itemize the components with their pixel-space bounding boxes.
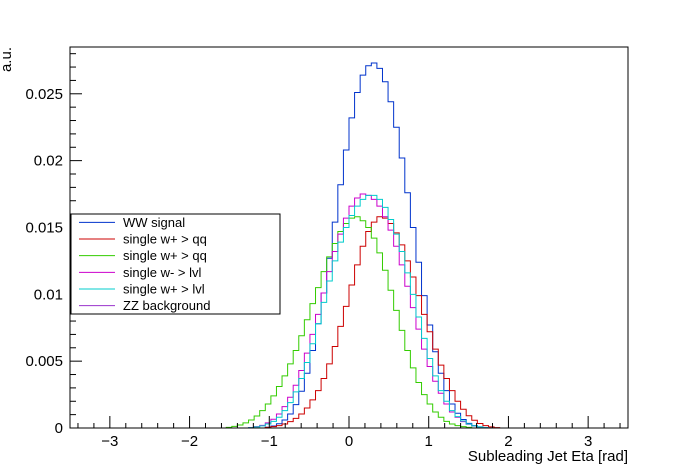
x-tick-label: −2 — [181, 433, 198, 450]
y-tick-label: 0.005 — [25, 353, 63, 370]
x-axis-title: Subleading Jet Eta [rad] — [468, 448, 628, 465]
y-tick-label: 0 — [55, 420, 63, 437]
series-line-1 — [70, 62, 628, 428]
legend-label: single w- > lvl — [123, 265, 201, 280]
legend-label: single w+ > lvl — [123, 282, 205, 297]
x-tick-label: −1 — [261, 433, 278, 450]
legend-label: ZZ background — [123, 298, 210, 313]
series-line-5 — [70, 194, 628, 428]
legend-label: single w+ > qq — [123, 232, 207, 247]
y-tick-label: 0.025 — [25, 86, 63, 103]
legend-label: WW signal — [123, 215, 185, 230]
legend-box — [70, 213, 281, 315]
x-tick-label: 1 — [425, 433, 433, 450]
x-tick-label: 0 — [345, 433, 353, 450]
y-axis-title: a.u. — [0, 47, 15, 72]
legend-label: single w+ > qq — [123, 248, 207, 263]
axes-layer — [69, 46, 629, 429]
x-tick-label: 3 — [584, 433, 592, 450]
x-tick-label: −3 — [101, 433, 118, 450]
series-line-4 — [70, 193, 628, 428]
y-tick-label: 0.015 — [25, 219, 63, 236]
y-tick-label: 0.01 — [34, 286, 63, 303]
labels-layer: −3 −2 −1 0 1 2 3 0 0.005 0.01 0.015 0.02 0.025 Sublea… — [0, 47, 628, 465]
x-tick-label: 2 — [504, 433, 512, 450]
y-tick-label: 0.02 — [34, 153, 63, 170]
